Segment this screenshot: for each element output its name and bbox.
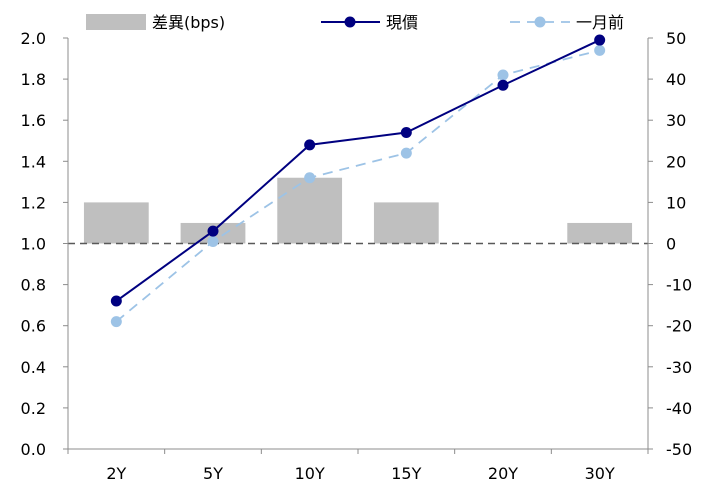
bar-2Y — [83, 202, 149, 244]
legend-swatch-prev-marker — [534, 16, 546, 28]
series-prev-month-point-30Y — [594, 44, 606, 56]
right-tick-label: -10 — [666, 276, 692, 295]
series-current-point-2Y — [110, 295, 122, 307]
series-current-point-15Y — [400, 127, 412, 139]
right-tick-label: -30 — [666, 358, 692, 377]
left-tick-label: 1.4 — [21, 152, 46, 171]
bar-10Y — [277, 177, 343, 244]
legend: 差異(bps) 現價 一月前 — [86, 13, 624, 32]
series-prev-month-point-20Y — [497, 69, 509, 81]
bar-15Y — [373, 202, 439, 244]
lines-group — [110, 34, 606, 328]
left-tick-label: 0.6 — [21, 317, 46, 336]
series-current-point-5Y — [207, 225, 219, 237]
legend-label-current: 現價 — [386, 13, 418, 32]
series-prev-month-point-15Y — [400, 147, 412, 159]
left-tick-label: 2.0 — [21, 29, 46, 48]
left-tick-label: 1.8 — [21, 70, 46, 89]
series-line-current — [115, 39, 601, 302]
right-tick-label: 50 — [666, 29, 686, 48]
right-tick-label: -20 — [666, 317, 692, 336]
left-tick-label: 0.4 — [21, 358, 46, 377]
x-tick-label: 10Y — [295, 464, 325, 483]
series-current-point-30Y — [594, 34, 606, 46]
series-line-prev-month — [115, 49, 600, 323]
left-tick-label: 1.0 — [21, 235, 46, 254]
right-tick-label: 40 — [666, 70, 686, 89]
left-tick-label: 1.6 — [21, 111, 46, 130]
right-tick-label: 30 — [666, 111, 686, 130]
right-tick-label: -50 — [666, 440, 692, 459]
x-tick-label: 30Y — [585, 464, 615, 483]
left-tick-label: 1.2 — [21, 193, 46, 212]
bar-30Y — [567, 222, 633, 244]
x-tick-label: 20Y — [488, 464, 518, 483]
series-current-point-20Y — [497, 79, 509, 91]
legend-swatch-current-marker — [344, 16, 356, 28]
right-tick-label: -40 — [666, 399, 692, 418]
x-tick-label: 15Y — [391, 464, 421, 483]
series-prev-month-point-5Y — [207, 235, 219, 247]
legend-label-prev: 一月前 — [576, 13, 624, 32]
series-prev-month-point-2Y — [110, 316, 122, 328]
legend-swatch-bar — [86, 14, 146, 30]
legend-label-bar: 差異(bps) — [152, 13, 225, 32]
x-tick-label: 5Y — [203, 464, 223, 483]
right-tick-label: 0 — [666, 235, 676, 254]
x-tick-label: 2Y — [106, 464, 126, 483]
series-prev-month-point-10Y — [304, 172, 316, 184]
bars-group — [83, 177, 633, 244]
right-tick-label: 20 — [666, 152, 686, 171]
left-tick-label: 0.0 — [21, 440, 46, 459]
left-tick-label: 0.8 — [21, 276, 46, 295]
right-tick-label: 10 — [666, 193, 686, 212]
left-tick-label: 0.2 — [21, 399, 46, 418]
axes-group: 0.0 0.2 0.4 0.6 0.8 1.0 1.2 1.4 1.6 1.8 2.0 -50 -40 -… — [21, 29, 693, 483]
series-current-point-10Y — [304, 139, 316, 151]
